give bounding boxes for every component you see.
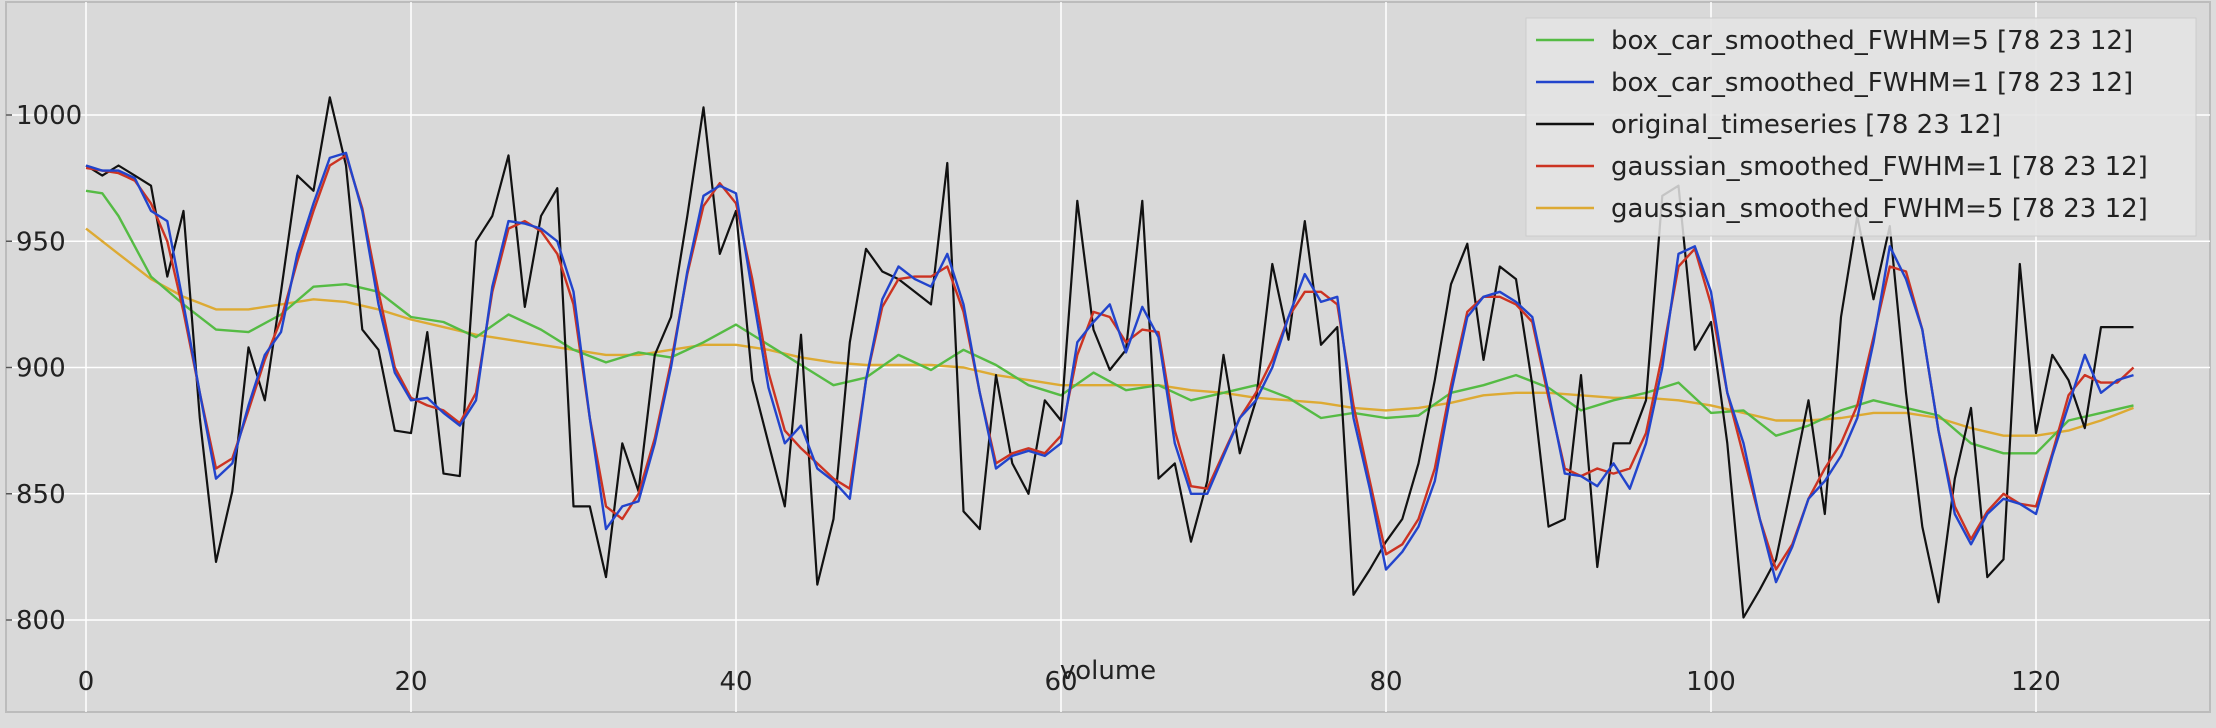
legend-label: box_car_smoothed_FWHM=1 [78 23 12] — [1611, 68, 2133, 98]
x-tick-label: 20 — [394, 667, 427, 697]
series-line-original-timeseries — [85, 96, 2134, 619]
y-tick-label: 800 — [16, 606, 66, 636]
series-line-box-car-smoothed-fwhm-5 — [85, 189, 2134, 455]
legend-label: gaussian_smoothed_FWHM=1 [78 23 12] — [1611, 152, 2148, 182]
legend-label: original_timeseries [78 23 12] — [1611, 110, 2001, 140]
legend-label: gaussian_smoothed_FWHM=5 [78 23 12] — [1611, 194, 2148, 224]
y-tick-label: 900 — [16, 354, 66, 384]
series-line-gaussian-smoothed-fwhm-5 — [85, 227, 2134, 437]
legend: box_car_smoothed_FWHM=5 [78 23 12] box_ca… — [1525, 17, 2197, 237]
x-tick-label: 60 — [1044, 667, 1077, 697]
legend-box — [1525, 17, 2197, 237]
axis-ticks: 0 20 40 60 80 100 120 800 850 900 950 1000 — [6, 101, 2061, 697]
y-tick-label: 1000 — [16, 101, 82, 131]
y-tick-label: 850 — [16, 480, 66, 510]
series-lines — [85, 96, 2135, 619]
x-tick-label: 0 — [78, 667, 95, 697]
x-axis-label: volume — [1060, 656, 1156, 686]
x-tick-label: 40 — [719, 667, 752, 697]
series-line-box-car-smoothed-fwhm-1 — [85, 151, 2134, 584]
x-tick-label: 80 — [1369, 667, 1402, 697]
x-tick-label: 100 — [1686, 667, 1736, 697]
legend-label: box_car_smoothed_FWHM=5 [78 23 12] — [1611, 26, 2133, 56]
y-tick-label: 950 — [16, 227, 66, 257]
x-tick-label: 120 — [2011, 667, 2061, 697]
